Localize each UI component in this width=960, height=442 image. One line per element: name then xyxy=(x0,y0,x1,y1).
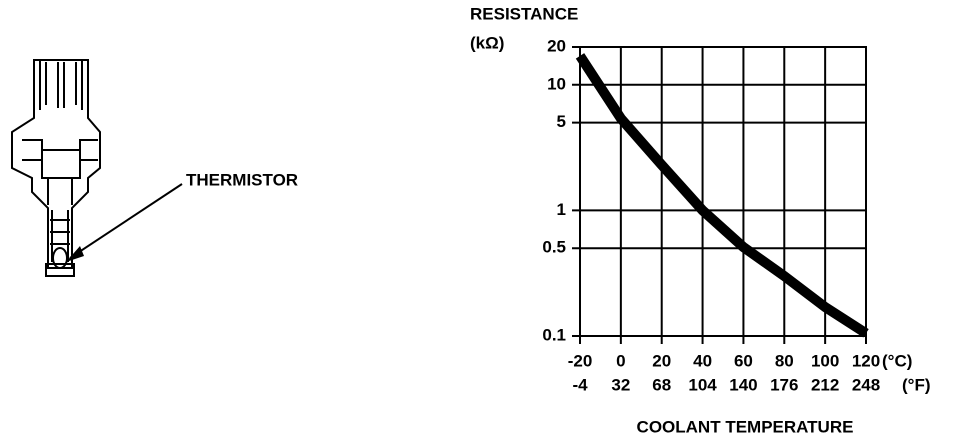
x2-tick-label: 248 xyxy=(852,375,880,394)
x2-axis-unit: (°F) xyxy=(902,375,931,394)
x-tick-label: 100 xyxy=(811,351,839,370)
y-tick-label: 0.5 xyxy=(542,238,566,257)
y-axis-label: RESISTANCE xyxy=(470,4,578,23)
x2-tick-label: 32 xyxy=(611,375,630,394)
x2-tick-label: 212 xyxy=(811,375,839,394)
y-axis-unit: (kΩ) xyxy=(470,33,504,52)
callout-label: THERMISTOR xyxy=(186,170,298,189)
x-tick-label: 40 xyxy=(693,351,712,370)
y-tick-label: 0.1 xyxy=(542,325,566,344)
x2-tick-label: 104 xyxy=(688,375,717,394)
y-tick-label: 10 xyxy=(547,74,566,93)
plot-frame xyxy=(579,46,867,337)
x-tick-label: 20 xyxy=(652,351,671,370)
x2-tick-label: 176 xyxy=(770,375,798,394)
sensor-illustration xyxy=(11,59,183,277)
x-axis-label: COOLANT TEMPERATURE xyxy=(637,417,854,436)
y-tick-label: 1 xyxy=(557,200,566,219)
y-tick-label: 20 xyxy=(547,36,566,55)
y-tick-label: 5 xyxy=(557,112,566,131)
x-tick-label: 60 xyxy=(734,351,753,370)
x-axis-unit: (°C) xyxy=(882,351,912,370)
resistance-curve xyxy=(575,53,869,338)
x-tick-label: 120 xyxy=(852,351,880,370)
x2-tick-label: 140 xyxy=(729,375,757,394)
x-tick-label: -20 xyxy=(568,351,593,370)
x2-tick-label: 68 xyxy=(652,375,671,394)
x2-tick-label: -4 xyxy=(572,375,588,394)
x-tick-label: 0 xyxy=(616,351,625,370)
x-tick-label: 80 xyxy=(775,351,794,370)
